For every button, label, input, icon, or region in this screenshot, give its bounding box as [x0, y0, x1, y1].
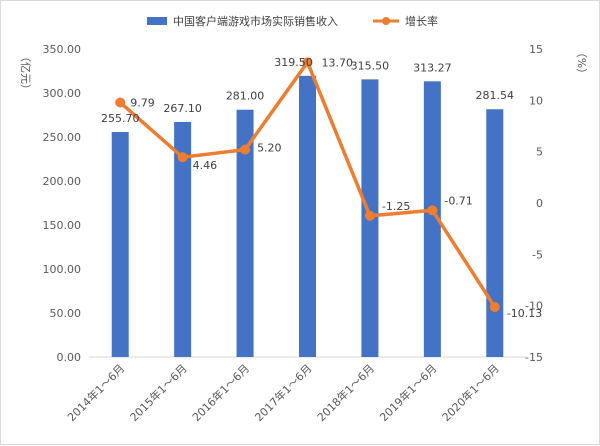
x-tick-label: 2017年1～6月: [252, 361, 315, 424]
y2-tick-label: -10: [525, 300, 543, 313]
y2-tick-label: 10: [529, 94, 543, 107]
y2-axis-title: （%）: [575, 47, 588, 79]
y2-tick-label: 15: [529, 43, 543, 56]
legend-line-label: 增长率: [405, 14, 438, 28]
y2-tick-label: 0: [536, 197, 543, 210]
x-tick-label: 2014年1～6月: [64, 361, 127, 424]
y-tick-label: 350.00: [43, 43, 82, 56]
bar-value-label: 281.00: [226, 90, 265, 103]
x-tick-label: 2016年1～6月: [189, 361, 252, 424]
bar-0: [111, 131, 129, 357]
bar-3: [299, 75, 316, 357]
growth-value-label: -10.13: [507, 307, 542, 320]
growth-point-0: [115, 97, 126, 108]
growth-value-label: 13.70: [322, 56, 354, 69]
growth-point-2: [240, 144, 251, 155]
y-tick-label: 50.00: [50, 307, 82, 320]
y-tick-label: 200.00: [43, 175, 82, 188]
y-tick-label: 0.00: [57, 351, 82, 364]
bar-value-label: 267.10: [163, 102, 202, 115]
growth-point-3: [302, 57, 313, 68]
growth-point-4: [364, 210, 375, 221]
growth-value-label: 5.20: [257, 142, 282, 155]
growth-point-6: [489, 302, 500, 313]
y-tick-label: 100.00: [43, 263, 82, 276]
y-axis-title: （亿元）: [19, 51, 32, 95]
y2-tick-label: -15: [525, 351, 543, 364]
legend-bar-label: 中国客户端游戏市场实际销售收入: [173, 14, 338, 28]
bar-value-label: 255.70: [101, 112, 140, 125]
legend-line-marker: [382, 17, 390, 25]
bar-1: [174, 121, 192, 358]
bar-value-label: 319.50: [274, 56, 313, 69]
x-tick-label: 2018年1～6月: [314, 361, 377, 424]
y2-tick-label: -5: [532, 248, 543, 261]
y-tick-label: 150.00: [43, 219, 82, 232]
bar-value-label: 315.50: [351, 59, 390, 72]
bar-6: [486, 109, 504, 357]
bar-2: [236, 109, 254, 357]
x-tick-label: 2019年1～6月: [377, 361, 440, 424]
growth-point-5: [427, 205, 438, 216]
growth-value-label: 9.79: [130, 96, 155, 109]
bar-5: [423, 81, 441, 358]
bar-value-label: 313.27: [413, 61, 452, 74]
x-tick-label: 2015年1～6月: [127, 361, 190, 424]
growth-point-1: [177, 152, 188, 163]
y-tick-label: 250.00: [43, 131, 82, 144]
legend-bar-swatch: [147, 17, 167, 25]
growth-value-label: -0.71: [444, 194, 472, 207]
x-tick-label: 2020年1～6月: [439, 361, 502, 424]
bar-value-label: 281.54: [476, 89, 515, 102]
y2-tick-label: 5: [536, 146, 543, 159]
growth-value-label: 4.46: [193, 159, 218, 172]
growth-value-label: -1.25: [382, 200, 410, 213]
y-tick-label: 300.00: [43, 87, 82, 100]
